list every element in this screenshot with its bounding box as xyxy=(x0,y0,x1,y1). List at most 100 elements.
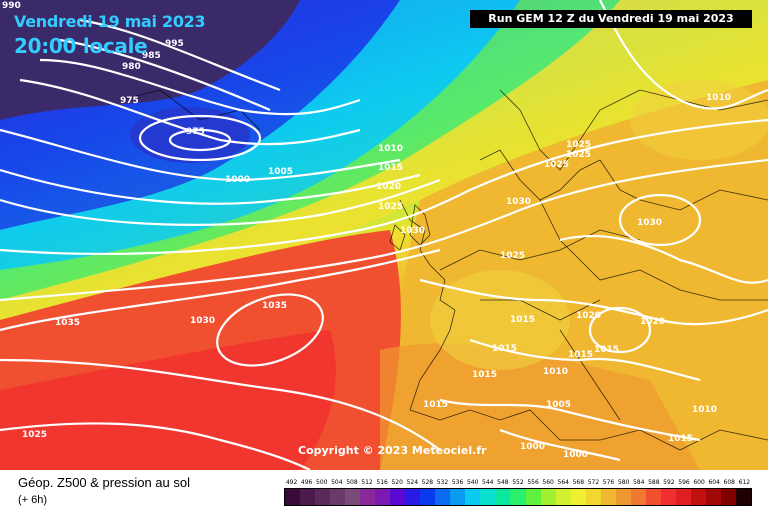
scale-swatch xyxy=(555,489,571,505)
scale-swatch xyxy=(705,489,721,505)
isobar-label: 1010 xyxy=(543,367,568,377)
scale-swatch xyxy=(345,489,361,505)
coastlines xyxy=(119,89,768,451)
isobar-label: 1015 xyxy=(594,345,619,355)
isobar-label: 975 xyxy=(186,127,205,137)
scale-value: 608 xyxy=(723,479,735,486)
scale-swatch xyxy=(360,489,376,505)
scale-swatch xyxy=(660,489,676,505)
scale-swatch xyxy=(735,489,751,505)
isobar-label: 980 xyxy=(122,62,141,72)
scale-value: 564 xyxy=(557,479,569,486)
scale-swatch xyxy=(600,489,616,505)
geopotential-map-canvas: 990 995 985 980 975 975 1000 1005 1010 1… xyxy=(0,0,768,470)
scale-swatch xyxy=(540,489,556,505)
isobar-label: 1005 xyxy=(268,167,293,177)
isobar-label: 1025 xyxy=(378,202,403,212)
weather-map: 990 995 985 980 975 975 1000 1005 1010 1… xyxy=(0,0,768,470)
scale-bar xyxy=(284,488,752,506)
isobar-label: 1015 xyxy=(492,344,517,354)
scale-value: 600 xyxy=(693,479,705,486)
yellow-patch-north xyxy=(630,80,768,160)
scale-value: 500 xyxy=(316,479,328,486)
scale-swatch xyxy=(285,489,301,505)
scale-value: 580 xyxy=(617,479,630,486)
isobar-label: 1035 xyxy=(55,318,80,328)
isobar-label: 1020 xyxy=(376,182,401,192)
scale-value: 552 xyxy=(512,479,524,486)
scale-swatch xyxy=(435,489,451,505)
scale-swatch xyxy=(300,489,316,505)
scale-swatch xyxy=(330,489,346,505)
isobar-labels: 990 995 985 980 975 975 1000 1005 1010 1… xyxy=(2,1,731,460)
isobar-label: 1025 xyxy=(22,430,47,440)
isobar-label: 1020 xyxy=(576,311,601,321)
scale-value: 536 xyxy=(451,479,464,486)
isobar-label: 1020 xyxy=(640,317,665,327)
isobar-label: 1005 xyxy=(546,400,571,410)
scale-value: 584 xyxy=(632,479,645,486)
isobar-label: 1035 xyxy=(262,301,287,311)
isobar-label: 1030 xyxy=(190,316,215,326)
scale-swatch xyxy=(495,489,511,505)
scale-value: 588 xyxy=(648,479,660,486)
scale-value: 516 xyxy=(376,479,388,486)
isobar-label: 1015 xyxy=(510,315,535,325)
scale-swatch xyxy=(525,489,541,505)
scale-value: 596 xyxy=(678,479,690,486)
isobar-label: 1030 xyxy=(400,226,425,236)
scale-value: 576 xyxy=(602,479,615,486)
low-core xyxy=(0,0,300,120)
isobar-label: 1010 xyxy=(706,93,731,103)
isobars xyxy=(0,0,768,470)
isobar-label: 1015 xyxy=(568,350,593,360)
scale-swatch xyxy=(585,489,601,505)
scale-swatch xyxy=(420,489,436,505)
scale-value: 592 xyxy=(663,479,675,486)
scale-value: 556 xyxy=(527,479,539,486)
isobar-label: 1000 xyxy=(520,442,545,452)
cyan-band xyxy=(0,0,520,270)
isobar-label: 1010 xyxy=(378,144,403,154)
isobar-label: 1025 xyxy=(566,140,591,150)
isobar-label: 990 xyxy=(2,1,21,11)
scale-swatch xyxy=(465,489,481,505)
copyright-text: Copyright © 2023 Meteociel.fr xyxy=(298,444,487,457)
scale-value: 504 xyxy=(331,479,343,486)
scale-swatch xyxy=(570,489,586,505)
yellow-patch xyxy=(430,270,570,370)
scale-value: 612 xyxy=(738,479,751,486)
scale-value: 512 xyxy=(361,479,373,486)
isobar-label: 1000 xyxy=(563,450,588,460)
scale-swatch xyxy=(405,489,421,505)
isobar-label: 1025 xyxy=(500,251,525,261)
isobar-label: 1030 xyxy=(637,218,662,228)
scale-value: 532 xyxy=(436,479,449,486)
scale-value: 548 xyxy=(497,479,509,486)
isobar-label: 1000 xyxy=(225,175,250,185)
green-band xyxy=(0,0,620,300)
isobar-label: 1025 xyxy=(566,150,591,160)
scale-value: 528 xyxy=(421,479,434,486)
scale-value: 540 xyxy=(466,479,479,486)
isobar-label: 1015 xyxy=(472,370,497,380)
scale-swatch xyxy=(450,489,466,505)
scale-value: 492 xyxy=(285,479,298,486)
scale-swatch xyxy=(390,489,406,505)
isobar-label: 1010 xyxy=(692,405,717,415)
scale-swatch xyxy=(375,489,391,505)
scale-swatch xyxy=(675,489,691,505)
isobar-label: 975 xyxy=(120,96,139,106)
legend-subtitle: (+ 6h) xyxy=(18,494,48,506)
scale-swatch xyxy=(480,489,496,505)
isobar-label: 1015 xyxy=(423,400,448,410)
scale-value: 572 xyxy=(587,479,600,486)
yellow-band xyxy=(0,0,768,320)
isobar-label: 995 xyxy=(165,39,184,49)
isobar-label: 1030 xyxy=(506,197,531,207)
scale-value: 560 xyxy=(542,479,554,486)
scale-swatch xyxy=(645,489,661,505)
scale-swatch xyxy=(315,489,331,505)
scale-value: 544 xyxy=(482,479,494,486)
